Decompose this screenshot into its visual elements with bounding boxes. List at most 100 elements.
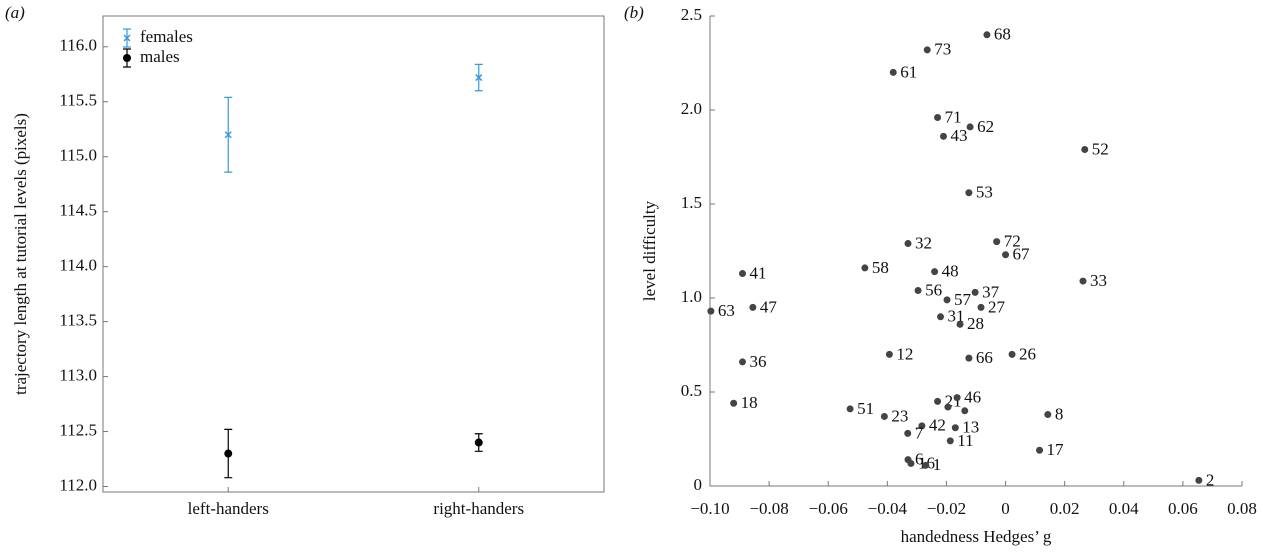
point-label: 42	[929, 416, 946, 435]
data-point	[923, 46, 931, 54]
data-point	[907, 459, 915, 467]
point-label: 61	[900, 62, 917, 81]
point-label: 57	[954, 290, 972, 309]
point-label: 56	[925, 280, 942, 299]
data-point	[707, 307, 715, 315]
data-point	[965, 354, 973, 362]
data-point	[993, 238, 1001, 246]
point-label: 71	[945, 107, 962, 126]
point-label: 36	[750, 352, 767, 371]
point-label: 7	[915, 423, 924, 442]
point-label: 13	[962, 418, 979, 437]
data-point	[961, 407, 969, 415]
data-point	[937, 313, 945, 321]
data-point	[846, 405, 854, 413]
data-point	[965, 189, 973, 197]
y-tick-label: 115.0	[59, 146, 97, 165]
data-point	[1002, 251, 1010, 259]
y-axis-label: trajectory length at tutorial levels (pi…	[11, 113, 30, 395]
data-point	[966, 123, 974, 131]
y-tick-label: 113.0	[59, 365, 97, 384]
y-tick-label: 2.0	[681, 99, 702, 118]
point-label: 33	[1090, 271, 1107, 290]
x-tick-label: 0	[1001, 499, 1010, 518]
x-tick-label: −0.04	[868, 499, 908, 518]
point-label: 43	[950, 126, 967, 145]
point-label: 63	[718, 301, 735, 320]
data-point	[885, 350, 893, 358]
axes	[709, 16, 1242, 487]
x-tick-label: 0.08	[1227, 499, 1257, 518]
point-label: 62	[977, 117, 994, 136]
data-point	[943, 296, 951, 304]
data-point	[1036, 446, 1044, 454]
legend-marker	[123, 34, 131, 42]
data-point	[730, 399, 738, 407]
data-point	[922, 461, 930, 469]
data-point	[224, 449, 233, 458]
y-tick-label: 112.5	[59, 420, 97, 439]
point-label: 6	[915, 450, 924, 469]
point-label: 66	[976, 348, 993, 367]
point-label: 73	[934, 40, 951, 59]
x-tick-label: −0.02	[927, 499, 966, 518]
data-point	[956, 320, 964, 328]
point-label: 72	[1004, 232, 1021, 251]
data-point	[739, 270, 747, 278]
data-point	[983, 31, 991, 39]
point-label: 58	[872, 258, 889, 277]
point-label: 53	[976, 183, 993, 202]
point-label: 51	[857, 399, 874, 418]
x-tick-label: left-handers	[188, 499, 269, 518]
point-label: 52	[1092, 139, 1109, 158]
data-point	[1079, 277, 1087, 285]
y-tick-label: 115.5	[59, 91, 97, 110]
point-label: 37	[982, 282, 1000, 301]
point-label: 18	[741, 393, 758, 412]
y-tick-label: 112.0	[59, 475, 97, 494]
data-point	[944, 403, 952, 411]
data-point	[1044, 411, 1052, 419]
legend-label: males	[140, 47, 180, 66]
data-point	[971, 288, 979, 296]
data-point	[1195, 476, 1203, 484]
point-label: 11	[957, 431, 973, 450]
panel-label: (a)	[5, 3, 25, 22]
point-label: 23	[891, 406, 908, 425]
point-label: 32	[915, 233, 932, 252]
data-point	[931, 268, 939, 276]
data-point	[946, 437, 954, 445]
data-point	[934, 397, 942, 405]
point-label: 1	[933, 455, 942, 474]
point-label: 46	[964, 388, 981, 407]
point-label: 68	[994, 25, 1011, 44]
y-tick-label: 114.5	[59, 201, 97, 220]
data-point	[904, 429, 912, 437]
x-tick-label: −0.08	[749, 499, 788, 518]
data-point	[880, 412, 888, 420]
data-point	[889, 68, 897, 76]
point-label: 2	[1206, 470, 1215, 489]
data-point	[475, 74, 483, 82]
data-point	[861, 264, 869, 272]
panel-label: (b)	[624, 3, 644, 22]
y-tick-label: 0	[694, 475, 703, 494]
data-point	[918, 422, 926, 430]
plot-frame	[102, 15, 605, 493]
y-tick-label: 1.0	[681, 287, 702, 306]
y-tick-label: 114.0	[59, 256, 97, 275]
data-point	[1008, 350, 1016, 358]
point-label: 26	[1019, 344, 1036, 363]
data-point	[739, 358, 747, 366]
y-tick-label: 0.5	[681, 381, 702, 400]
x-tick-label: 0.02	[1050, 499, 1080, 518]
point-label: 17	[1047, 440, 1065, 459]
data-point	[951, 424, 959, 432]
x-tick-label: −0.06	[809, 499, 848, 518]
x-tick-label: 0.06	[1168, 499, 1198, 518]
data-point	[224, 131, 232, 139]
point-label: 8	[1055, 404, 1064, 423]
point-label: 67	[1013, 245, 1031, 264]
x-axis-label: handedness Hedges’ g	[901, 527, 1052, 546]
